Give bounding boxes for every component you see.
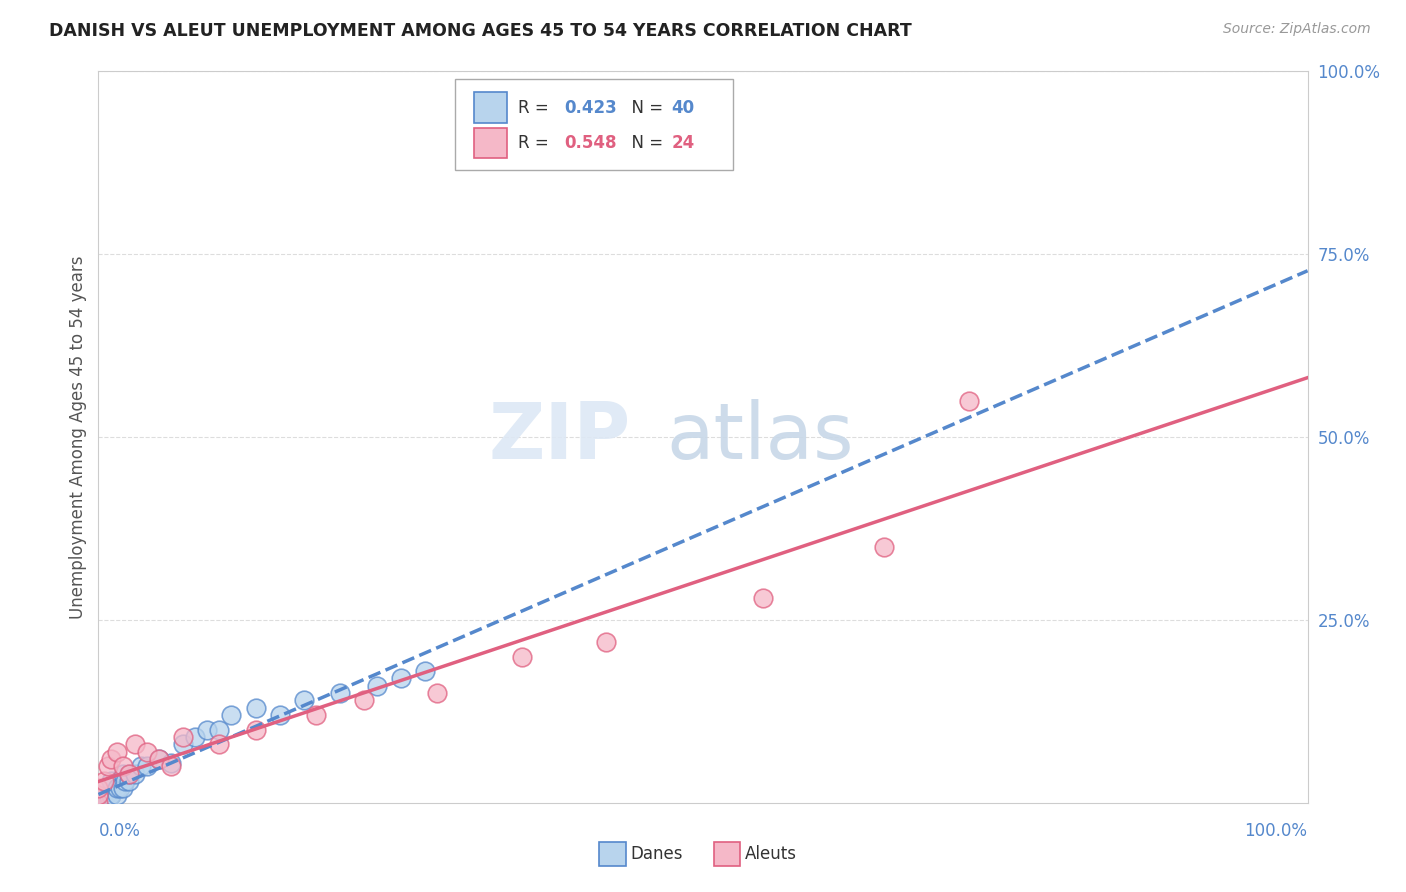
FancyBboxPatch shape: [599, 842, 626, 866]
Point: [87, 796, 110, 810]
Text: 40: 40: [672, 99, 695, 117]
Point: [98, 789, 121, 804]
Point: [160, 759, 183, 773]
Point: [510, 649, 533, 664]
Point: [87, 792, 110, 806]
Point: [100, 789, 122, 803]
FancyBboxPatch shape: [456, 78, 734, 170]
Point: [87, 796, 110, 810]
Point: [148, 752, 170, 766]
Point: [172, 730, 194, 744]
Point: [366, 679, 388, 693]
Text: 24: 24: [672, 134, 695, 152]
Text: N =: N =: [621, 99, 668, 117]
Point: [269, 708, 291, 723]
Point: [752, 591, 775, 605]
Point: [100, 752, 122, 766]
Point: [172, 737, 194, 751]
Point: [118, 766, 141, 780]
Point: [184, 730, 207, 744]
Point: [105, 745, 128, 759]
Point: [96, 792, 118, 806]
Point: [93, 794, 115, 808]
Text: 0.0%: 0.0%: [98, 822, 141, 839]
Point: [413, 664, 436, 678]
Point: [100, 789, 122, 803]
Point: [329, 686, 352, 700]
Text: 0.423: 0.423: [564, 99, 617, 117]
Point: [87, 796, 110, 810]
Point: [93, 773, 115, 788]
Point: [87, 794, 110, 808]
Point: [87, 781, 110, 796]
Point: [208, 737, 231, 751]
Text: Source: ZipAtlas.com: Source: ZipAtlas.com: [1223, 22, 1371, 37]
Point: [135, 745, 157, 759]
FancyBboxPatch shape: [474, 92, 508, 123]
Point: [426, 686, 449, 700]
Text: R =: R =: [517, 134, 554, 152]
Text: Danes: Danes: [630, 845, 683, 863]
Point: [111, 759, 134, 773]
Text: R =: R =: [517, 99, 554, 117]
Point: [135, 759, 157, 773]
Point: [208, 723, 231, 737]
Point: [111, 766, 134, 780]
Point: [305, 708, 328, 723]
Y-axis label: Unemployment Among Ages 45 to 54 years: Unemployment Among Ages 45 to 54 years: [69, 255, 87, 619]
Point: [87, 796, 110, 810]
Point: [595, 635, 617, 649]
Text: 100.0%: 100.0%: [1244, 822, 1308, 839]
Point: [105, 781, 128, 796]
Point: [97, 759, 120, 773]
FancyBboxPatch shape: [714, 842, 741, 866]
Point: [957, 393, 980, 408]
Text: atlas: atlas: [666, 399, 855, 475]
Point: [100, 773, 122, 788]
Point: [108, 781, 131, 796]
Point: [245, 700, 267, 714]
Point: [87, 796, 110, 810]
Point: [221, 708, 243, 723]
Text: 0.548: 0.548: [564, 134, 616, 152]
Point: [873, 540, 896, 554]
Point: [118, 773, 141, 788]
Point: [245, 723, 267, 737]
Point: [97, 790, 120, 805]
Point: [129, 759, 152, 773]
Point: [124, 737, 146, 751]
Text: ZIP: ZIP: [488, 399, 630, 475]
Point: [114, 773, 136, 788]
Point: [292, 693, 315, 707]
Point: [195, 723, 218, 737]
Text: DANISH VS ALEUT UNEMPLOYMENT AMONG AGES 45 TO 54 YEARS CORRELATION CHART: DANISH VS ALEUT UNEMPLOYMENT AMONG AGES …: [49, 22, 912, 40]
Point: [148, 752, 170, 766]
Point: [105, 789, 128, 803]
Point: [118, 766, 141, 780]
Point: [124, 766, 146, 780]
FancyBboxPatch shape: [474, 128, 508, 158]
Point: [111, 781, 134, 796]
Point: [389, 672, 412, 686]
Text: Aleuts: Aleuts: [745, 845, 797, 863]
Point: [160, 756, 183, 770]
Point: [87, 794, 110, 808]
Point: [353, 693, 375, 707]
Point: [87, 789, 110, 803]
Text: N =: N =: [621, 134, 668, 152]
Point: [100, 789, 122, 803]
